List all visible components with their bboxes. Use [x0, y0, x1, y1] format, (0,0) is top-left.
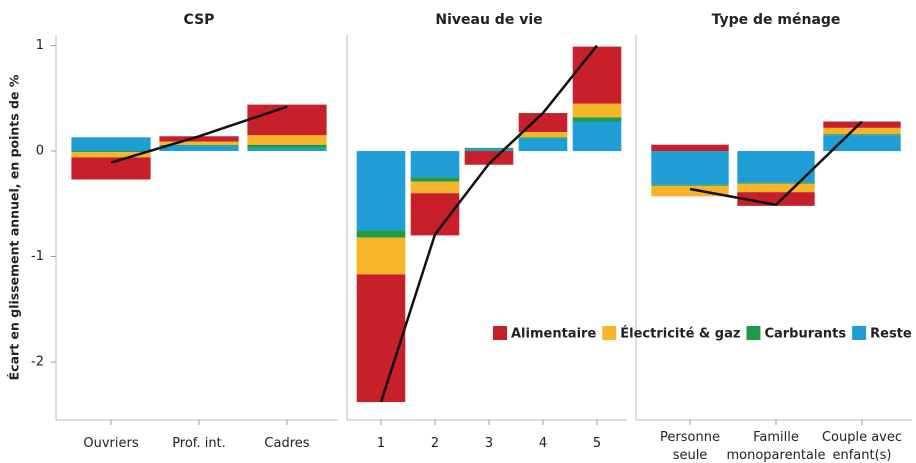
bar-segment [159, 145, 239, 152]
bar-segment [247, 147, 327, 152]
bar-segment [464, 148, 514, 152]
x-tick-label-line: Couple avec [822, 430, 902, 445]
bar-segment [518, 138, 568, 152]
bar-segment [410, 193, 460, 236]
bar-segment [823, 127, 901, 135]
bar-segment [651, 185, 729, 197]
bar-segment [572, 117, 622, 122]
y-axis-label: Écart en glissement annuel, en points de… [7, 74, 22, 380]
total-line [110, 105, 288, 164]
x-tick-label-line: 1 [377, 436, 385, 451]
bar-segment [356, 230, 406, 238]
bar-segment [410, 151, 460, 178]
bar-segment [356, 151, 406, 231]
bar-segment [518, 132, 568, 138]
legend-swatch [602, 326, 617, 340]
bar-segment [572, 121, 622, 152]
bar-segment [823, 121, 901, 128]
legend-swatch [746, 326, 761, 340]
bar-segment [247, 104, 327, 136]
x-tick-label: Famille monoparentale [727, 430, 826, 463]
x-tick-label: Cadres [264, 436, 309, 451]
x-tick-label: Couple avec enfant(s) [822, 430, 902, 463]
x-tick-label-line: 4 [539, 436, 547, 451]
panel-title: CSP [184, 12, 215, 28]
bar-segment [356, 237, 406, 275]
total-line [689, 120, 863, 207]
bar-segment [518, 137, 568, 139]
bar-segment [572, 46, 622, 104]
legend-label: Électricité & gaz [620, 326, 740, 342]
legend-swatch [493, 326, 507, 340]
x-tick-label-line: Cadres [264, 436, 309, 451]
bar-segment [356, 274, 406, 403]
bar-segment [737, 182, 815, 184]
bar-segment [737, 151, 815, 183]
y-tick-label: 1 [36, 38, 44, 53]
x-tick-label-line: monoparentale [727, 448, 826, 463]
x-tick-label: 4 [539, 436, 547, 451]
x-tick-label-line: Ouvriers [83, 436, 138, 451]
x-tick-label-line: seule [673, 448, 708, 463]
bar-segment [410, 177, 460, 182]
x-tick-label: 2 [431, 436, 439, 451]
legend-swatch [852, 326, 867, 340]
bar-segment [651, 184, 729, 186]
bar-segment [518, 113, 568, 133]
x-tick-label-line: Famille [753, 430, 799, 445]
bar-segment [159, 136, 239, 142]
bar-segment [737, 183, 815, 193]
x-tick-label-line: enfant(s) [832, 448, 891, 463]
bar-segment [651, 151, 729, 185]
x-tick-label-line: 2 [431, 436, 439, 451]
bar-segment [71, 137, 151, 152]
bar-segment [71, 152, 151, 158]
x-tick-label: Ouvriers [83, 436, 138, 451]
bar-segment [651, 144, 729, 152]
bar-segment [247, 144, 327, 148]
legend-label: Alimentaire [511, 327, 596, 342]
x-tick-label-line: Personne [660, 430, 720, 445]
y-tick-label: -1 [31, 249, 44, 264]
bar-segment [823, 134, 901, 136]
bar-segment [410, 181, 460, 194]
x-tick-label: Prof. int. [172, 436, 226, 451]
total-line [379, 44, 598, 403]
x-tick-label: 1 [377, 436, 385, 451]
y-tick-label: -2 [31, 354, 44, 369]
bar-segment [464, 151, 514, 165]
legend-label: Reste [870, 327, 912, 342]
bar-segment [464, 147, 514, 149]
x-tick-label: 5 [593, 436, 601, 451]
bar-segment [247, 135, 327, 145]
x-tick-label: 3 [485, 436, 493, 451]
bar-segment [159, 141, 239, 145]
x-tick-label-line: 5 [593, 436, 601, 451]
x-tick-label: Personne seule [660, 430, 720, 463]
y-tick-label: 0 [36, 144, 44, 159]
legend-label: Carburants [764, 327, 846, 342]
panel-title: Niveau de vie [435, 12, 542, 28]
bar-segment [71, 151, 151, 153]
bar-segment [159, 144, 239, 146]
x-tick-label-line: 3 [485, 436, 493, 451]
x-tick-label-line: Prof. int. [172, 436, 226, 451]
panel-title: Type de ménage [712, 12, 841, 28]
bar-segment [572, 103, 622, 118]
bar-segment [71, 157, 151, 180]
